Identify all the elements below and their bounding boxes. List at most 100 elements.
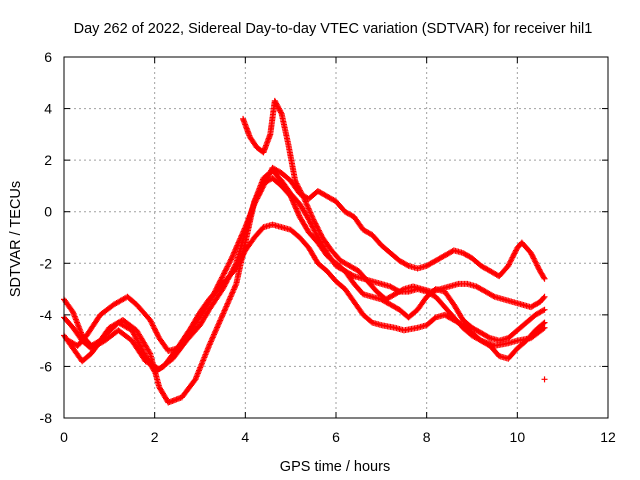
- data-point: [216, 280, 223, 287]
- data-point: [368, 318, 375, 325]
- data-point: [146, 349, 153, 356]
- data-point: [210, 291, 217, 298]
- data-point: [296, 212, 303, 219]
- data-point: [298, 190, 305, 197]
- data-point: [211, 288, 218, 295]
- data-point: [222, 267, 229, 274]
- data-point: [260, 182, 267, 189]
- data-point: [299, 191, 306, 198]
- data-point: [225, 262, 232, 269]
- x-tick-label: 0: [60, 429, 68, 445]
- data-point: [232, 261, 239, 268]
- data-point: [150, 323, 157, 330]
- data-point: [262, 178, 269, 185]
- data-point: [533, 261, 540, 268]
- data-point: [540, 294, 547, 301]
- data-point: [530, 254, 537, 261]
- data-point: [296, 186, 303, 193]
- data-point: [541, 293, 548, 300]
- data-point: [257, 188, 264, 195]
- data-point: [219, 273, 226, 280]
- y-tick-label: 0: [44, 204, 52, 220]
- data-point: [293, 180, 300, 187]
- data-point: [310, 216, 317, 223]
- data-point: [290, 198, 297, 205]
- data-point: [291, 201, 298, 208]
- data-point: [212, 287, 219, 294]
- data-point: [541, 275, 548, 282]
- data-point: [311, 217, 318, 224]
- data-point: [307, 209, 314, 216]
- data-point: [512, 248, 519, 255]
- data-point: [253, 196, 260, 203]
- x-tick-label: 6: [332, 429, 340, 445]
- data-point: [510, 253, 517, 260]
- data-point: [532, 259, 539, 266]
- x-tick-label: 2: [151, 429, 159, 445]
- data-point: [252, 199, 259, 206]
- y-tick-label: 2: [44, 152, 52, 168]
- data-point: [528, 251, 535, 258]
- y-axis-label: SDTVAR / TECUs: [8, 181, 24, 297]
- data-point: [541, 324, 548, 331]
- data-point: [213, 285, 220, 292]
- y-tick-label: -4: [40, 307, 53, 323]
- data-point: [261, 181, 268, 188]
- data-point: [540, 307, 547, 314]
- x-tick-label: 10: [510, 429, 526, 445]
- data-point: [317, 230, 324, 237]
- data-point: [532, 258, 539, 265]
- data-point: [292, 204, 299, 211]
- y-tick-label: 6: [44, 49, 52, 65]
- data-point: [315, 227, 322, 234]
- data-point: [295, 184, 302, 191]
- data-point: [490, 293, 497, 300]
- data-point: [224, 263, 231, 270]
- data-point: [252, 198, 259, 205]
- data-point: [151, 325, 158, 332]
- chart-title: Day 262 of 2022, Sidereal Day-to-day VTE…: [74, 21, 593, 37]
- data-point: [220, 271, 227, 278]
- data-point: [309, 215, 316, 222]
- data-point: [289, 197, 296, 204]
- data-point: [256, 189, 263, 196]
- data-point: [506, 260, 513, 267]
- data-point: [511, 250, 518, 257]
- data-point: [485, 334, 492, 341]
- data-point: [226, 259, 233, 266]
- data-point: [300, 194, 307, 201]
- data-point: [313, 223, 320, 230]
- data-point: [256, 191, 263, 198]
- x-axis-label: GPS time / hours: [280, 459, 390, 475]
- data-point: [218, 275, 225, 282]
- data-point: [308, 212, 315, 219]
- data-point: [288, 194, 295, 201]
- data-point: [510, 251, 517, 258]
- data-point: [290, 200, 297, 207]
- axis-ticks: 0 2 4 6 8 10 12 -8 -6 -4 -2 0 2 4 6: [40, 49, 616, 445]
- data-point: [508, 257, 515, 264]
- data-point: [306, 208, 313, 215]
- data-point: [223, 264, 230, 271]
- data-point: [505, 261, 512, 268]
- data-point: [534, 262, 541, 269]
- data-point: [312, 220, 319, 227]
- data-point: [251, 200, 258, 207]
- data-point: [529, 252, 536, 259]
- data-point: [277, 109, 284, 116]
- data-point: [540, 274, 547, 281]
- data-point: [311, 219, 318, 226]
- x-tick-label: 4: [241, 429, 249, 445]
- data-point: [309, 213, 316, 220]
- data-point: [294, 208, 301, 215]
- data-point: [221, 270, 228, 277]
- data-point: [292, 179, 299, 186]
- data-point: [148, 319, 155, 326]
- data-point: [288, 195, 295, 202]
- data-point: [264, 174, 271, 181]
- data-point: [147, 317, 154, 324]
- data-point: [530, 255, 537, 262]
- data-point: [152, 328, 159, 335]
- data-point: [292, 177, 299, 184]
- data-point: [293, 206, 300, 213]
